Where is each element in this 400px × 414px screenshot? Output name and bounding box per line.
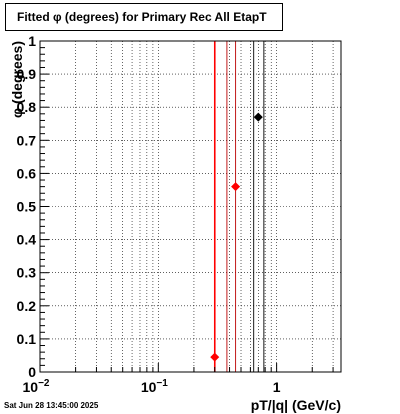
x-tick-base: 10 (23, 379, 39, 395)
timestamp: Sat Jun 28 13:45:00 2025 (4, 401, 99, 410)
x-tick-base: 10 (141, 379, 157, 395)
x-tick-label: 1 (273, 379, 281, 395)
grid (40, 41, 341, 372)
y-tick-labels: 0 0.1 0.2 0.3 0.4 0.5 0.6 0.7 0.8 0.9 1 (17, 33, 37, 380)
y-tick-label: 0.7 (17, 132, 37, 148)
data-points (210, 112, 263, 362)
y-tick-label: 0.4 (17, 232, 37, 248)
data-point (210, 352, 220, 362)
x-tick-exponent: −2 (38, 378, 50, 389)
x-tick-base: 1 (273, 379, 281, 395)
y-tick-label: 0.5 (17, 199, 37, 215)
y-tick-label: 0.6 (17, 165, 37, 181)
y-axis-label: φ (degrees) (9, 41, 25, 118)
x-tick-label: 10−2 (23, 378, 50, 395)
axis-ticks (39, 40, 334, 373)
y-tick-label: 0.1 (17, 331, 37, 347)
x-tick-label: 10−1 (141, 378, 168, 395)
y-tick-label: 0.3 (17, 265, 37, 281)
x-tick-labels: 10−2 10−1 1 (23, 378, 281, 395)
y-tick-label: 0 (28, 364, 36, 380)
data-point (253, 112, 263, 122)
vertical-lines (213, 41, 265, 372)
y-tick-label: 0.9 (17, 66, 37, 82)
y-tick-label: 0.8 (17, 99, 37, 115)
data-point (231, 182, 241, 192)
x-tick-exponent: −1 (156, 378, 168, 389)
x-axis-label: pT/|q| (GeV/c) (251, 397, 341, 413)
chart-title: Fitted φ (degrees) for Primary Rec All E… (5, 3, 283, 31)
y-tick-label: 0.2 (17, 298, 37, 314)
y-tick-label: 1 (28, 33, 36, 49)
